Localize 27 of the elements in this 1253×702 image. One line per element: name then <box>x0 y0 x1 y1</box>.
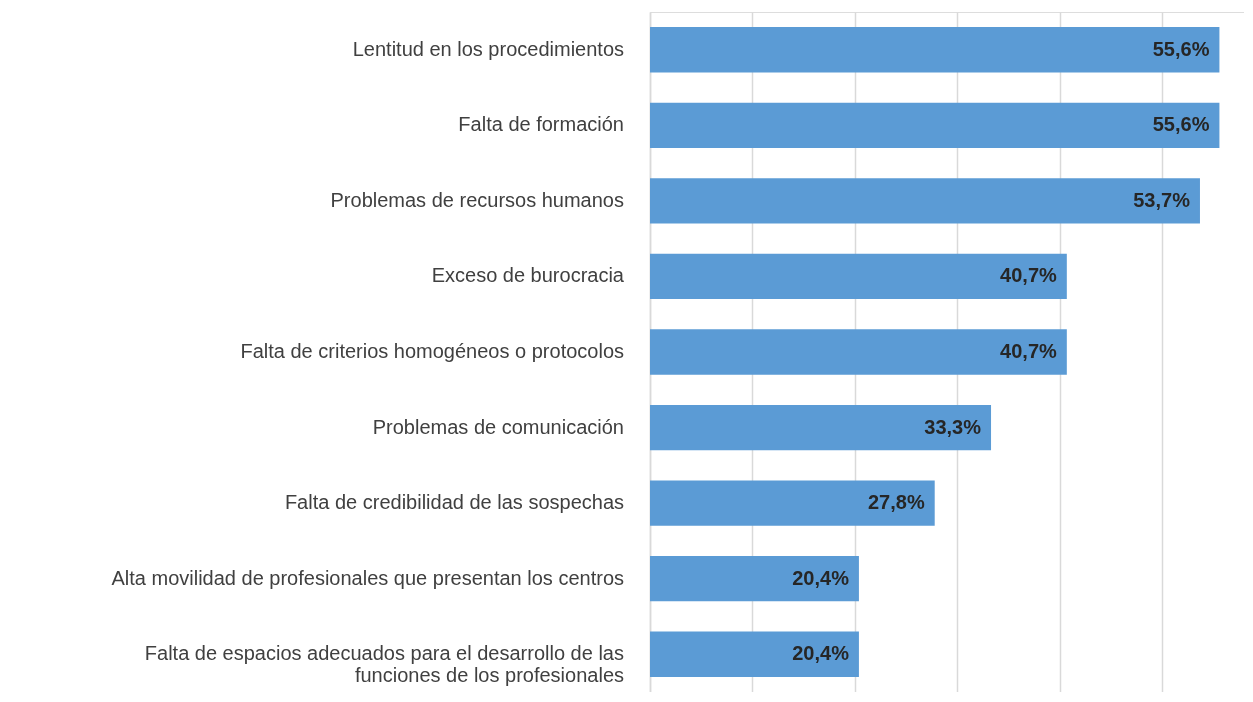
data-label: 20,4% <box>792 642 850 665</box>
bar <box>650 404 992 451</box>
y-tick-label: Lentitud en los procedimientos <box>352 37 624 60</box>
bar <box>650 480 935 526</box>
data-label: 53,7% <box>1133 188 1191 211</box>
y-tick-label: Exceso de burocracia <box>431 264 625 287</box>
y-tick-label: Falta de formación <box>458 113 624 136</box>
y-tick-label: Alta movilidad de profesionales que presentan los centros <box>111 566 624 589</box>
data-label: 27,8% <box>867 491 925 514</box>
y-tick-label: Falta de credibilidad de las sospechas <box>284 491 624 514</box>
data-label: 40,7% <box>1000 340 1058 362</box>
bar <box>650 253 1067 300</box>
bar <box>650 102 1220 148</box>
data-label: 55,6% <box>1152 113 1210 136</box>
y-tick-label: Falta de espacios adecuados para el desarrollo de las funciones de los profesionales <box>144 642 624 687</box>
y-tick-label: Problemas de comunicación <box>372 415 624 438</box>
data-label: 20,4% <box>792 566 850 589</box>
bar <box>650 178 1200 224</box>
bar <box>650 329 1067 375</box>
y-tick-label: Falta de criterios homogéneos o protocolos <box>240 340 624 362</box>
bar <box>650 556 859 602</box>
y-tick-label: Problemas de recursos humanos <box>330 188 624 211</box>
data-label: 40,7% <box>1000 264 1058 287</box>
data-label: 33,3% <box>924 415 982 438</box>
bar <box>650 27 1220 73</box>
bar <box>650 631 859 677</box>
data-label: 55,6% <box>1152 37 1210 60</box>
